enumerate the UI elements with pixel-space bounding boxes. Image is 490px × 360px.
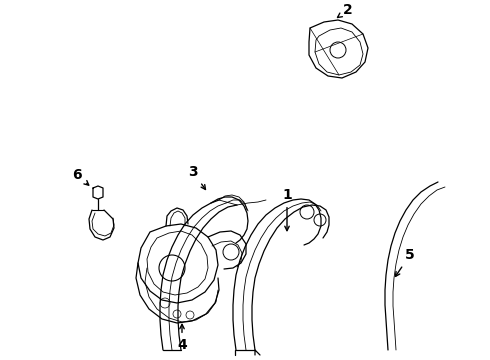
Text: 2: 2 [338,3,353,18]
Text: 6: 6 [72,168,89,185]
Text: 3: 3 [188,165,205,189]
Text: 1: 1 [282,188,292,231]
Text: 5: 5 [395,248,415,276]
Text: 4: 4 [177,324,187,352]
